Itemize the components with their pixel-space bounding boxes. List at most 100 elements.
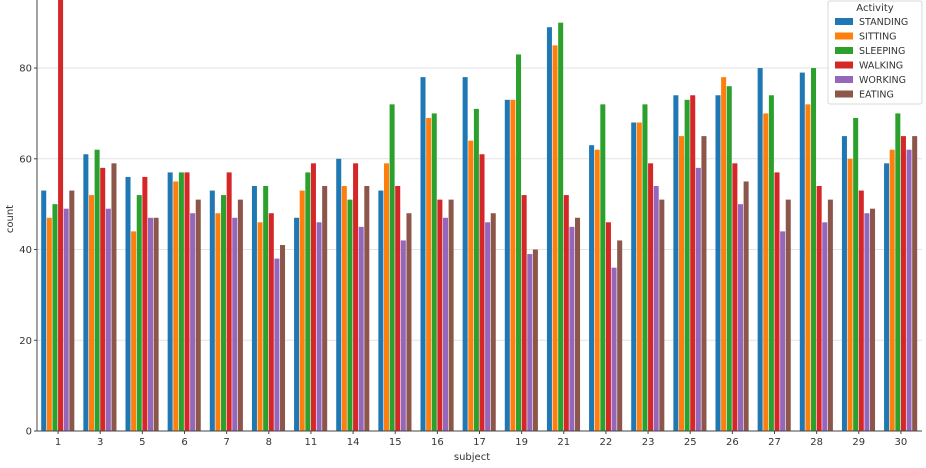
bar-sitting-22 [594, 149, 600, 431]
legend-title: Activity [856, 3, 893, 14]
bar-sitting-3 [88, 195, 94, 431]
bar-sitting-7 [215, 213, 221, 431]
x-tick-label: 11 [305, 437, 318, 448]
bar-sleeping-26 [726, 86, 732, 431]
bar-working-17 [485, 222, 491, 431]
bar-sleeping-8 [263, 186, 269, 431]
bar-sleeping-28 [811, 68, 817, 432]
bar-working-19 [527, 254, 533, 431]
bar-standing-11 [294, 217, 300, 431]
bar-walking-25 [690, 95, 696, 432]
bar-walking-29 [858, 190, 864, 431]
bar-walking-19 [521, 195, 527, 431]
bar-standing-26 [715, 95, 721, 432]
bar-standing-29 [841, 136, 847, 432]
y-tick-label: 80 [19, 64, 32, 75]
bar-walking-1 [58, 0, 64, 431]
bar-eating-8 [280, 244, 286, 431]
legend: Activity STANDING SITTING SLEEPING WALKING WO… [827, 0, 923, 105]
bar-sleeping-11 [305, 172, 311, 431]
bar-walking-5 [142, 176, 148, 431]
y-tick-labels: 0 20 40 60 80 [19, 64, 37, 438]
bar-sleeping-30 [895, 113, 901, 432]
bar-sitting-26 [721, 77, 727, 431]
bar-sitting-29 [847, 158, 853, 432]
bar-working-11 [316, 222, 322, 431]
legend-label-working: WORKING [859, 75, 906, 86]
bar-standing-27 [757, 68, 763, 432]
legend-swatch-working [835, 76, 853, 83]
bar-sitting-8 [257, 222, 263, 431]
legend-label-sitting: SITTING [859, 32, 897, 43]
x-tick-label: 14 [347, 437, 360, 448]
bar-walking-3 [100, 167, 106, 432]
bar-standing-14 [336, 158, 342, 432]
legend-label-walking: WALKING [859, 61, 903, 72]
bar-walking-22 [605, 222, 611, 431]
y-axis-label: count [5, 205, 16, 233]
bar-sleeping-27 [768, 95, 774, 432]
x-tick-label: 8 [266, 437, 272, 448]
bar-eating-30 [912, 136, 918, 432]
bar-working-1 [63, 208, 69, 431]
bar-standing-21 [546, 27, 552, 431]
bar-sleeping-15 [389, 104, 395, 431]
bar-eating-6 [195, 199, 201, 431]
bar-eating-27 [785, 199, 791, 431]
bar-working-15 [400, 240, 406, 431]
x-tick-label: 28 [810, 437, 823, 448]
bar-sleeping-17 [473, 108, 479, 431]
bar-walking-15 [395, 186, 401, 431]
bar-sleeping-25 [684, 99, 690, 431]
bar-working-23 [653, 186, 659, 431]
bar-eating-14 [364, 186, 370, 431]
bar-sleeping-21 [558, 22, 564, 432]
x-tick-label: 1 [55, 437, 61, 448]
bar-sleeping-29 [853, 117, 859, 432]
legend-swatch-sleeping [835, 47, 853, 54]
bar-standing-23 [631, 122, 637, 432]
bar-walking-8 [268, 213, 274, 431]
x-tick-label: 23 [642, 437, 655, 448]
x-tick-label: 15 [389, 437, 402, 448]
bar-walking-11 [310, 163, 316, 431]
bar-working-5 [147, 217, 153, 431]
bar-walking-14 [353, 163, 359, 431]
bar-sitting-14 [341, 186, 347, 431]
x-tick-label: 30 [895, 437, 908, 448]
bar-eating-21 [575, 217, 581, 431]
bar-walking-23 [648, 163, 654, 431]
bar-standing-1 [41, 190, 47, 431]
y-tick-label: 20 [19, 336, 32, 347]
x-tick-label: 3 [97, 437, 103, 448]
y-tick-label: 0 [26, 427, 32, 438]
bar-sitting-30 [889, 149, 895, 431]
x-tick-label: 25 [684, 437, 697, 448]
bar-working-25 [695, 167, 701, 432]
bar-sleeping-1 [52, 204, 58, 431]
bar-sitting-25 [678, 136, 684, 432]
x-tick-label: 21 [557, 437, 570, 448]
bar-eating-7 [237, 199, 243, 431]
bar-standing-8 [251, 186, 257, 431]
bar-sleeping-5 [136, 195, 142, 431]
bar-working-16 [442, 217, 448, 431]
x-tick-label: 29 [852, 437, 865, 448]
x-tick-label: 5 [139, 437, 145, 448]
bar-working-30 [906, 149, 912, 431]
bar-standing-17 [462, 77, 468, 431]
bar-sitting-15 [383, 163, 389, 431]
bar-walking-7 [226, 172, 232, 431]
bar-sitting-1 [46, 217, 52, 431]
bar-standing-6 [167, 172, 173, 431]
bar-eating-23 [659, 199, 665, 431]
bar-sleeping-16 [431, 113, 437, 432]
bar-sleeping-22 [600, 104, 606, 431]
bar-standing-30 [884, 163, 890, 431]
legend-label-standing: STANDING [859, 17, 908, 28]
bar-walking-16 [437, 199, 443, 431]
bar-eating-1 [69, 190, 75, 431]
bar-eating-3 [111, 163, 117, 431]
bar-standing-19 [504, 99, 510, 431]
bar-eating-16 [448, 199, 454, 431]
